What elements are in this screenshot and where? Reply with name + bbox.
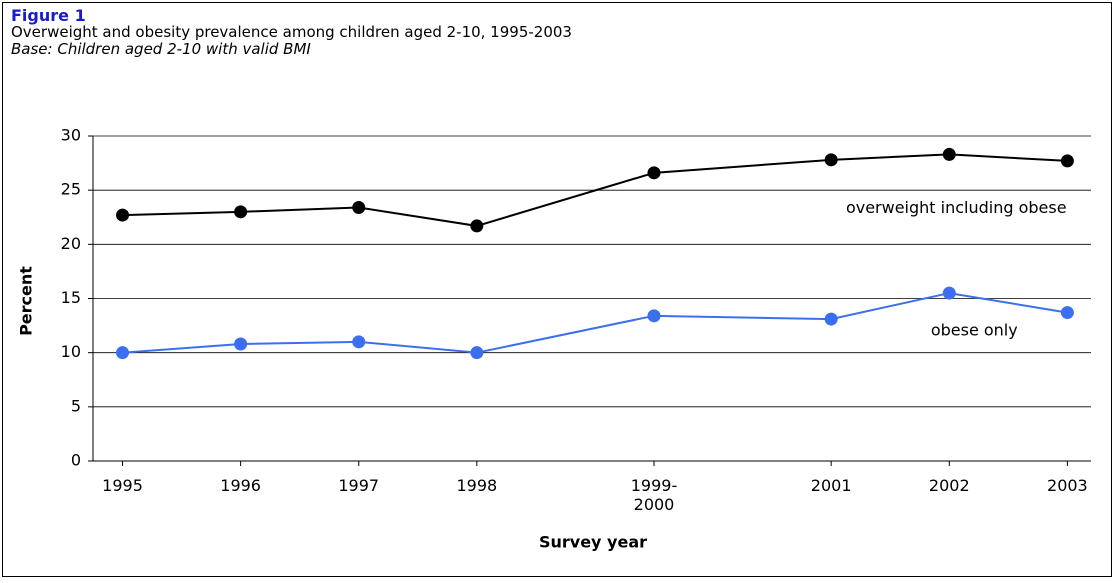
data-point <box>352 201 366 214</box>
chart-title: Figure 1 <box>11 6 86 25</box>
y-tick-label: 20 <box>61 234 81 253</box>
x-tick-label: 1998 <box>456 476 498 495</box>
data-point <box>116 208 130 222</box>
chart-note: Base: Children aged 2-10 with valid BMI <box>11 40 311 58</box>
data-point <box>1060 154 1074 168</box>
x-tick-label: 1999-2000 <box>630 476 678 514</box>
chart-subtitle: Overweight and obesity prevalence among … <box>11 23 572 41</box>
data-point <box>1060 306 1074 320</box>
x-tick-label: 1996 <box>220 476 261 495</box>
series-label: overweight including obese <box>846 198 1067 217</box>
data-point <box>647 166 661 180</box>
y-tick-label: 15 <box>61 288 81 307</box>
y-tick-label: 0 <box>71 451 81 470</box>
series-line <box>122 292 1068 354</box>
x-axis-label: Survey year <box>539 533 647 552</box>
data-point <box>352 335 366 349</box>
y-tick-label: 5 <box>71 396 81 415</box>
data-point <box>116 346 130 360</box>
series-label: obese only <box>931 321 1018 340</box>
data-point <box>824 153 838 167</box>
data-point <box>647 309 661 323</box>
x-tick-label: 2002 <box>928 476 970 495</box>
data-point <box>942 286 956 300</box>
data-point <box>824 312 838 326</box>
y-tick-label: 25 <box>61 180 81 199</box>
chart: Percent Survey year 0 5 10 15 20 25 30 overweig… <box>17 126 1091 552</box>
data-point <box>234 205 248 219</box>
series-line <box>122 153 1068 227</box>
x-tick-label: 2003 <box>1047 476 1088 495</box>
data-point <box>234 337 248 351</box>
y-tick-label: 10 <box>61 342 81 361</box>
data-point <box>470 346 484 360</box>
data-point <box>470 219 484 233</box>
x-tick-label: 1997 <box>338 476 380 495</box>
x-tick-label: 2001 <box>810 476 852 495</box>
y-axis-label: Percent <box>17 266 36 336</box>
x-tick-label: 1995 <box>102 476 143 495</box>
y-tick-label: 30 <box>61 126 81 145</box>
data-point <box>942 147 956 161</box>
